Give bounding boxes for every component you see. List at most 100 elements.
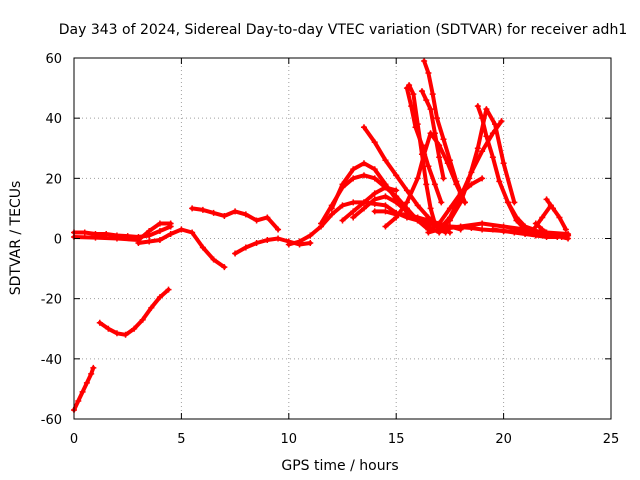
data-point (165, 286, 172, 293)
series-s06 (189, 205, 282, 233)
data-point (167, 230, 174, 237)
y-tick-label: 0 (54, 233, 62, 248)
data-point (425, 217, 432, 224)
data-point (307, 240, 314, 247)
grid-lines (74, 58, 611, 419)
data-point (457, 190, 464, 197)
series-s20 (418, 88, 447, 182)
series-s18 (421, 58, 468, 206)
data-point (350, 166, 357, 173)
data-point (360, 199, 367, 206)
data-point (83, 379, 90, 386)
data-point (468, 181, 475, 188)
data-point (483, 133, 490, 140)
series-s05 (135, 226, 228, 271)
series-s29 (543, 196, 569, 233)
data-point (131, 325, 138, 332)
data-point (382, 223, 389, 230)
data-point (500, 227, 507, 234)
data-point (221, 264, 228, 271)
y-tick-label: -60 (41, 413, 62, 428)
data-point (423, 181, 430, 188)
data-point (406, 82, 413, 89)
series-s19 (406, 82, 449, 236)
data-point (350, 214, 357, 221)
y-axis-label: SDTVAR / TECUs (8, 181, 24, 296)
data-point (425, 229, 432, 236)
series-line (72, 224, 173, 239)
series-s14 (339, 184, 400, 224)
data-point (90, 364, 97, 371)
data-point (489, 226, 496, 233)
y-tick-label: -20 (41, 293, 62, 308)
data-point (479, 175, 486, 182)
data-point (543, 233, 550, 240)
data-point (558, 233, 565, 240)
data-point (156, 294, 163, 301)
data-point (242, 244, 249, 251)
data-point (414, 214, 421, 221)
data-point (436, 220, 443, 227)
data-point (178, 226, 185, 233)
data-point (393, 199, 400, 206)
data-point (360, 205, 367, 212)
data-point (532, 232, 539, 239)
data-point (79, 388, 86, 395)
data-point (113, 330, 120, 337)
data-point (504, 199, 511, 206)
series-line (422, 59, 467, 205)
data-point (382, 208, 389, 215)
data-point (562, 226, 569, 233)
data-point (427, 226, 434, 233)
data-point (189, 229, 196, 236)
data-point (103, 230, 110, 237)
data-point (498, 118, 505, 125)
data-point (513, 214, 520, 221)
data-point (156, 227, 163, 234)
data-point (440, 136, 447, 143)
data-point (418, 88, 425, 95)
data-point (264, 237, 271, 244)
data-point (371, 139, 378, 146)
data-point (382, 157, 389, 164)
series-s27 (504, 199, 554, 233)
data-point (436, 154, 443, 161)
data-point (199, 206, 206, 213)
data-point (556, 214, 563, 221)
data-point (146, 227, 153, 234)
data-point (242, 211, 249, 218)
data-point (328, 211, 335, 218)
data-point (339, 181, 346, 188)
data-point (307, 232, 314, 239)
data-point (414, 202, 421, 209)
data-point (350, 208, 357, 215)
x-tick-label: 10 (281, 432, 298, 447)
data-point (135, 240, 142, 247)
x-tick-label: 20 (495, 432, 512, 447)
data-point (96, 319, 103, 326)
data-point (550, 205, 557, 212)
data-point (285, 241, 292, 248)
data-point (539, 226, 546, 233)
x-tick-label: 0 (70, 432, 78, 447)
data-point (440, 175, 447, 182)
data-point (446, 157, 453, 164)
data-point (522, 223, 529, 230)
data-point (88, 370, 95, 377)
data-point (403, 187, 410, 194)
data-point (339, 217, 346, 224)
series-s22 (436, 118, 505, 233)
data-point (489, 154, 496, 161)
data-point (438, 199, 445, 206)
data-point (371, 175, 378, 182)
data-point (350, 175, 357, 182)
data-point (446, 214, 453, 221)
data-point (339, 202, 346, 209)
data-point (328, 205, 335, 212)
data-point (479, 115, 486, 122)
series-line (544, 197, 568, 232)
data-point (122, 331, 129, 338)
data-point (530, 226, 537, 233)
y-tick-label: 20 (45, 172, 62, 187)
data-point (105, 325, 112, 332)
